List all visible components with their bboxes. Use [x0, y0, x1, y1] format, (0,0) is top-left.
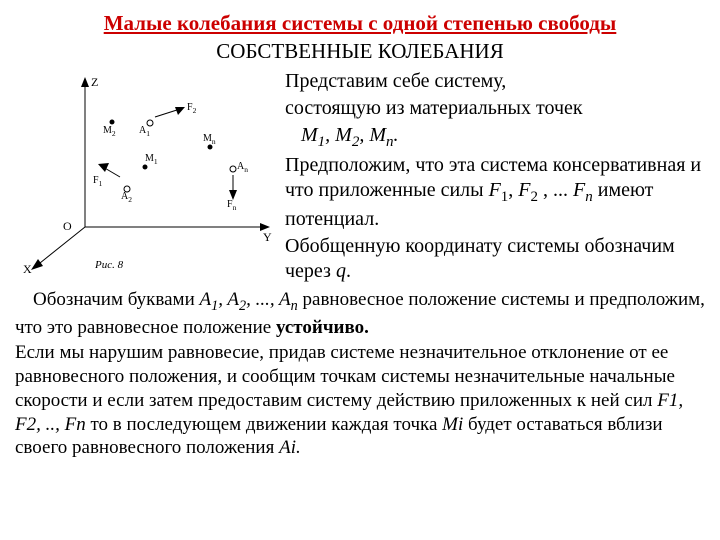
- lbl-m1: M1: [145, 153, 158, 166]
- lbl-m2: M2: [103, 125, 116, 138]
- page-title: Малые колебания системы с одной степенью…: [15, 10, 705, 36]
- lbl-f1: F1: [93, 175, 102, 188]
- p1b: состоящую из материальных точек: [285, 96, 705, 121]
- lbl-a1: A1: [139, 125, 150, 138]
- p3: Обобщенную координату системы обозначим …: [285, 234, 705, 284]
- p5: Если мы нарушим равновесие, придав систе…: [15, 341, 705, 460]
- lbl-an: An: [237, 161, 248, 174]
- p4: Обозначим буквами A1, A2, ..., An равнов…: [15, 288, 705, 339]
- upper-row: Z Y X O M2 A1 F2 Mn An Fn M1 A2 F1 Рис. …: [15, 67, 705, 287]
- diagram-figure-8: Z Y X O M2 A1 F2 Mn An Fn M1 A2 F1 Рис. …: [15, 67, 285, 277]
- origin-label: O: [63, 219, 72, 234]
- axis-z-label: Z: [91, 75, 98, 90]
- page-subtitle: СОБСТВЕННЫЕ КОЛЕБАНИЯ: [15, 38, 705, 64]
- p1c: M1, M2, Mn.: [301, 123, 705, 152]
- p1a: Представим себе систему,: [285, 69, 705, 94]
- lbl-mn: Mn: [203, 133, 216, 146]
- p2: Предположим, что эта система консерватив…: [285, 153, 705, 232]
- side-text: Представим себе систему, состоящую из ма…: [285, 67, 705, 287]
- lbl-fn: Fn: [227, 199, 236, 212]
- axis-x-label: X: [23, 262, 32, 277]
- axis-y-label: Y: [263, 230, 272, 245]
- lbl-a2: A2: [121, 191, 132, 204]
- lbl-f2: F2: [187, 102, 196, 115]
- figure-caption: Рис. 8: [95, 259, 123, 273]
